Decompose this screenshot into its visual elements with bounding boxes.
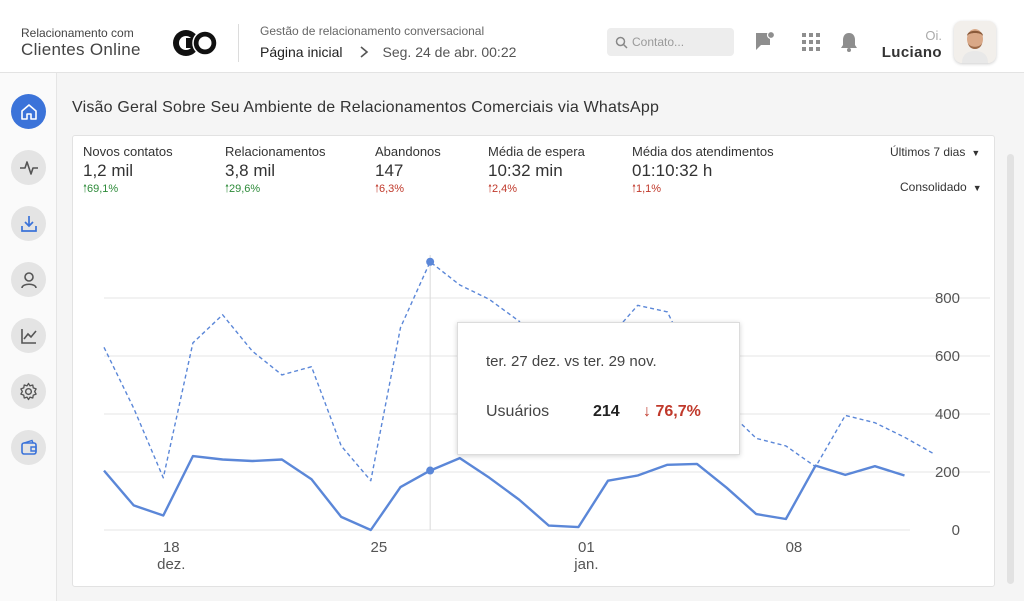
kpi-delta-value: 69,1% — [87, 183, 119, 195]
x-tick-label: 08 — [786, 539, 803, 556]
kpi-label: Média de espera — [488, 144, 585, 159]
breadcrumb-date: Seg. 24 de abr. 00:22 — [382, 44, 517, 60]
x-tick-label: 18 — [163, 539, 180, 556]
kpi-delta-value: 1,1% — [636, 183, 662, 195]
breadcrumb-home-link[interactable]: Página inicial — [260, 44, 343, 60]
mode-dropdown[interactable]: Consolidado ▼ — [900, 180, 982, 194]
period-dropdown-label: Últimos 7 dias — [890, 145, 966, 159]
y-tick-label: 800 — [935, 290, 960, 307]
y-tick-label: 0 — [952, 522, 960, 539]
logo-icon — [173, 30, 218, 56]
sidebar-item-wallet[interactable] — [11, 430, 46, 465]
apps-grid-icon[interactable] — [800, 31, 822, 53]
kpi-value: 1,2 mil — [83, 161, 134, 180]
x-tick-label: 25 — [371, 539, 388, 556]
y-tick-label: 200 — [935, 464, 960, 481]
gear-icon — [20, 382, 37, 401]
chart-icon — [20, 328, 37, 344]
sidebar-item-contacts[interactable] — [11, 262, 46, 297]
brand-line-2: Clientes Online — [21, 40, 141, 59]
tooltip-title: ter. 27 dez. vs ter. 29 nov. — [486, 353, 657, 370]
highlight-point — [426, 257, 435, 266]
wallet-icon — [20, 439, 37, 455]
kpi-value: 10:32 min — [488, 161, 563, 180]
kpi-average-wait[interactable]: Média de espera 10:32 min 🠑2,4% — [488, 144, 585, 196]
kpi-delta: 🠑29,6% — [225, 183, 261, 195]
kpi-delta: 🠑1,1% — [632, 183, 662, 195]
search-box[interactable] — [607, 28, 734, 56]
top-bar: Relacionamento com Clientes Online Gestã… — [0, 0, 1024, 73]
bell-icon[interactable] — [838, 31, 860, 53]
period-dropdown[interactable]: Últimos 7 dias ▼ — [890, 145, 980, 159]
x-tick-sublabel: jan. — [573, 556, 598, 573]
greeting-text: Oi. — [925, 28, 942, 43]
caret-down-icon: ▼ — [972, 183, 982, 193]
user-greeting: Oi. Luciano — [880, 28, 942, 62]
kpi-average-service[interactable]: Média dos atendimentos 01:10:32 h 🠑1,1% — [632, 144, 774, 196]
kpi-new-contacts[interactable]: Novos contatos 1,2 mil 🠑69,1% — [83, 144, 173, 196]
kpi-value: 147 — [375, 161, 404, 180]
activity-icon — [19, 160, 38, 175]
kpi-label: Média dos atendimentos — [632, 144, 774, 159]
y-tick-label: 400 — [935, 406, 960, 423]
mode-dropdown-label: Consolidado — [900, 180, 967, 194]
brand[interactable]: Relacionamento com Clientes Online — [21, 26, 141, 60]
breadcrumb: Página inicial Seg. 24 de abr. 00:22 — [260, 44, 516, 60]
kpi-label: Abandonos — [375, 144, 441, 159]
sidebar-item-download[interactable] — [11, 206, 46, 241]
page-title: Visão Geral Sobre Seu Ambiente de Relaci… — [72, 99, 660, 116]
kpi-label: Novos contatos — [83, 144, 173, 159]
kpi-delta-value: 2,4% — [492, 183, 518, 195]
tooltip-value: 214 — [593, 403, 620, 420]
sidebar-item-home[interactable] — [11, 94, 46, 129]
kpi-value: 01:10:32 h — [632, 161, 713, 180]
series-line-previous — [103, 261, 935, 482]
sidebar-item-reports[interactable] — [11, 318, 46, 353]
tooltip-delta: ↓ 76,7% — [643, 403, 701, 420]
avatar-portrait-icon — [954, 21, 996, 63]
app-subtitle: Gestão de relacionamento conversacional — [260, 24, 485, 38]
chevron-right-icon — [359, 46, 368, 58]
avatar[interactable] — [954, 21, 996, 63]
header-divider — [238, 24, 239, 62]
kpi-relationships[interactable]: Relacionamentos 3,8 mil 🠑29,6% — [225, 144, 325, 196]
series-line-current — [103, 454, 905, 532]
sidebar-item-settings[interactable] — [11, 374, 46, 409]
kpi-delta: 🠑2,4% — [488, 183, 518, 195]
sidebar-item-activity[interactable] — [11, 150, 46, 185]
kpi-delta: 🠑69,1% — [83, 183, 119, 195]
y-tick-label: 600 — [935, 348, 960, 365]
kpi-value: 3,8 mil — [225, 161, 276, 180]
highlight-point — [426, 466, 435, 475]
flag-chat-icon[interactable] — [754, 31, 776, 53]
search-input[interactable] — [632, 35, 728, 49]
kpi-label: Relacionamentos — [225, 144, 326, 159]
chart-tooltip: ter. 27 dez. vs ter. 29 nov. Usuários 21… — [457, 322, 740, 455]
vertical-scrollbar[interactable] — [1007, 154, 1014, 584]
kpi-delta-value: 6,3% — [379, 183, 405, 195]
download-icon — [20, 215, 37, 232]
kpi-abandonments[interactable]: Abandonos 147 🠑6,3% — [375, 144, 441, 196]
kpi-delta: 🠑6,3% — [375, 183, 405, 195]
x-tick-label: 01 — [578, 539, 595, 556]
brand-line-1: Relacionamento com — [21, 26, 134, 40]
home-icon — [20, 103, 37, 120]
search-icon — [615, 36, 628, 49]
caret-down-icon: ▼ — [971, 148, 981, 158]
user-icon — [20, 271, 37, 288]
sidebar — [0, 73, 57, 601]
tooltip-label: Usuários — [486, 403, 550, 420]
user-name: Luciano — [881, 44, 942, 61]
x-tick-sublabel: dez. — [157, 556, 185, 573]
kpi-delta-value: 29,6% — [229, 183, 261, 195]
